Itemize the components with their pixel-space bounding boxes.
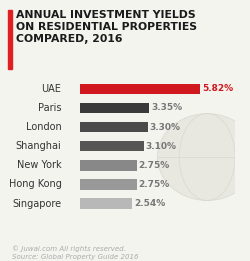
Text: Hong Kong: Hong Kong [8, 179, 62, 189]
Bar [80, 198, 132, 209]
Text: 2.75%: 2.75% [138, 180, 170, 189]
Text: New York: New York [17, 160, 62, 170]
Text: 2.75%: 2.75% [138, 161, 170, 170]
Text: 3.10%: 3.10% [146, 142, 177, 151]
Bar [80, 103, 149, 113]
Bar [80, 141, 144, 151]
Text: © Juwai.com All rights reserved.
Source: Global Property Guide 2016: © Juwai.com All rights reserved. Source:… [12, 245, 139, 260]
Circle shape [158, 114, 250, 200]
Text: 3.35%: 3.35% [151, 103, 182, 112]
Text: ANNUAL INVESTMENT YIELDS
ON RESIDENTIAL PROPERTIES
COMPARED, 2016: ANNUAL INVESTMENT YIELDS ON RESIDENTIAL … [16, 10, 197, 44]
Bar [80, 179, 137, 190]
Text: 2.54%: 2.54% [134, 199, 166, 208]
Text: 3.30%: 3.30% [150, 123, 181, 132]
Text: London: London [26, 122, 62, 132]
Text: Shanghai: Shanghai [16, 141, 62, 151]
Text: 5.82%: 5.82% [202, 84, 233, 93]
Text: Paris: Paris [38, 103, 62, 113]
Bar [80, 122, 148, 132]
Bar [80, 160, 137, 170]
Text: Singapore: Singapore [12, 199, 62, 209]
Bar [80, 84, 200, 94]
Text: UAE: UAE [42, 84, 62, 94]
